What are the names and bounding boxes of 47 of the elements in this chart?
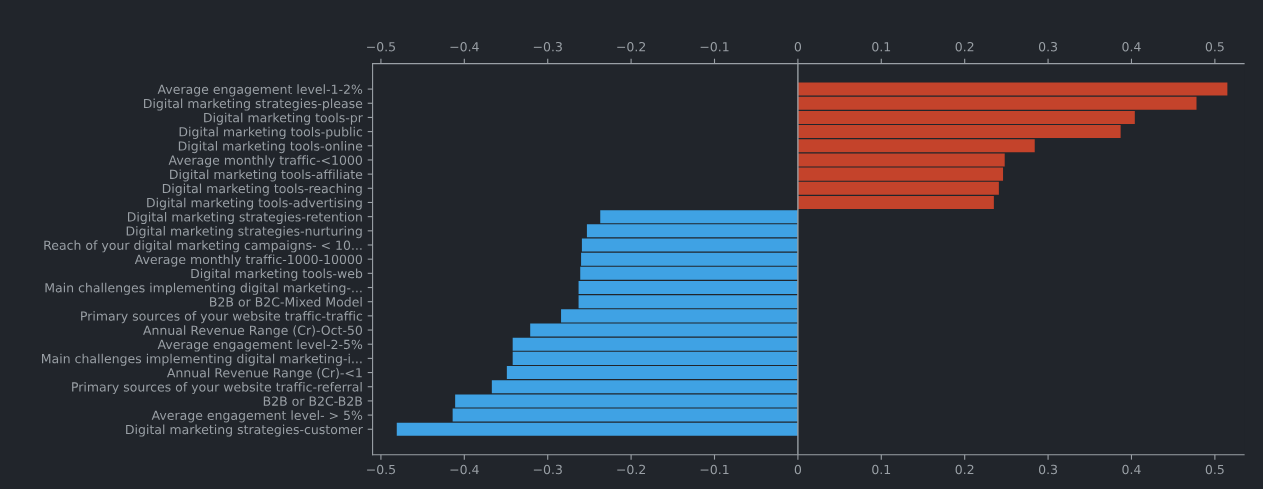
x2-tick-label: 0.4 (1122, 41, 1141, 52)
y-tick-label: Digital marketing tools-public (179, 126, 363, 139)
x2-tick-label: −0.3 (533, 41, 562, 52)
x-tick-label: −0.4 (450, 464, 479, 475)
y-tick-label: Average engagement level-1-2% (157, 84, 363, 97)
y-tick-label: B2B or B2C-Mixed Model (210, 296, 362, 307)
x-tick-label: 0.4 (1122, 464, 1141, 475)
y-tick-label: Digital marketing tools-affiliate (170, 169, 363, 182)
x2-tick-label: 0.2 (955, 41, 974, 52)
y-tick-label: Digital marketing tools-advertising (147, 197, 362, 210)
y-tick-label: Digital marketing strategies-please (144, 98, 363, 111)
x-tick-label: 0.1 (872, 464, 891, 475)
y-tick-label: Digital marketing strategies-customer (126, 424, 363, 437)
y-tick-label: Digital marketing tools-reaching (162, 183, 362, 196)
y-tick-label: Digital marketing strategies-nurturing (126, 226, 362, 239)
x2-tick-label: 0.1 (872, 41, 891, 52)
x-tick-label: −0.2 (617, 464, 646, 475)
x-tick-label: 0.5 (1205, 464, 1224, 475)
y-tick-label: Digital marketing tools-online (178, 141, 363, 154)
y-tick-label: Average monthly traffic-<1000 (168, 155, 363, 168)
y-tick-label: B2B or B2C-B2B (263, 396, 362, 406)
x2-tick-label: 0 (794, 41, 802, 52)
x-tick-label: −0.3 (533, 464, 562, 475)
x2-tick-label: 0.5 (1205, 41, 1224, 52)
y-tick-label: Main challenges implementing digital marketing-i... (42, 353, 362, 366)
x2-tick-label: −0.2 (617, 41, 646, 52)
x2-tick-label: 0.3 (1038, 41, 1058, 52)
x-tick-label: 0.3 (1038, 464, 1058, 475)
y-tick-label: Average engagement level- > 5% (151, 410, 363, 423)
y-tick-label: Average monthly traffic-1000-10000 (134, 254, 363, 267)
x2-tick-label: −0.4 (450, 41, 479, 52)
y-tick-label: Primary sources of your website traffic-referral (72, 381, 362, 395)
x-tick-label: −0.5 (367, 464, 396, 475)
y-tick-label: Digital marketing tools-pr (204, 112, 363, 125)
y-tick-label: Annual Revenue Range (Cr)-Oct-50 (143, 325, 363, 338)
y-tick-label: Digital marketing tools-web (191, 268, 363, 281)
y-tick-label: Annual Revenue Range (Cr)-<1 (166, 367, 362, 380)
y-tick-label: Primary sources of your website traffic-traffic (81, 311, 363, 324)
y-tick-label: Main challenges implementing digital marketing-... (45, 282, 362, 295)
y-tick-label: Average engagement level-2-5% (157, 339, 363, 352)
x-tick-label: 0.2 (955, 464, 974, 475)
y-tick-label: Digital marketing strategies-retention (127, 211, 362, 224)
y-tick-label: Reach of your digital marketing campaigns- < 10... (44, 240, 362, 253)
x-tick-label: −0.1 (700, 464, 729, 475)
x2-tick-label: −0.1 (700, 41, 729, 52)
x-tick-label: 0 (794, 464, 802, 475)
x2-tick-label: −0.5 (367, 41, 396, 52)
